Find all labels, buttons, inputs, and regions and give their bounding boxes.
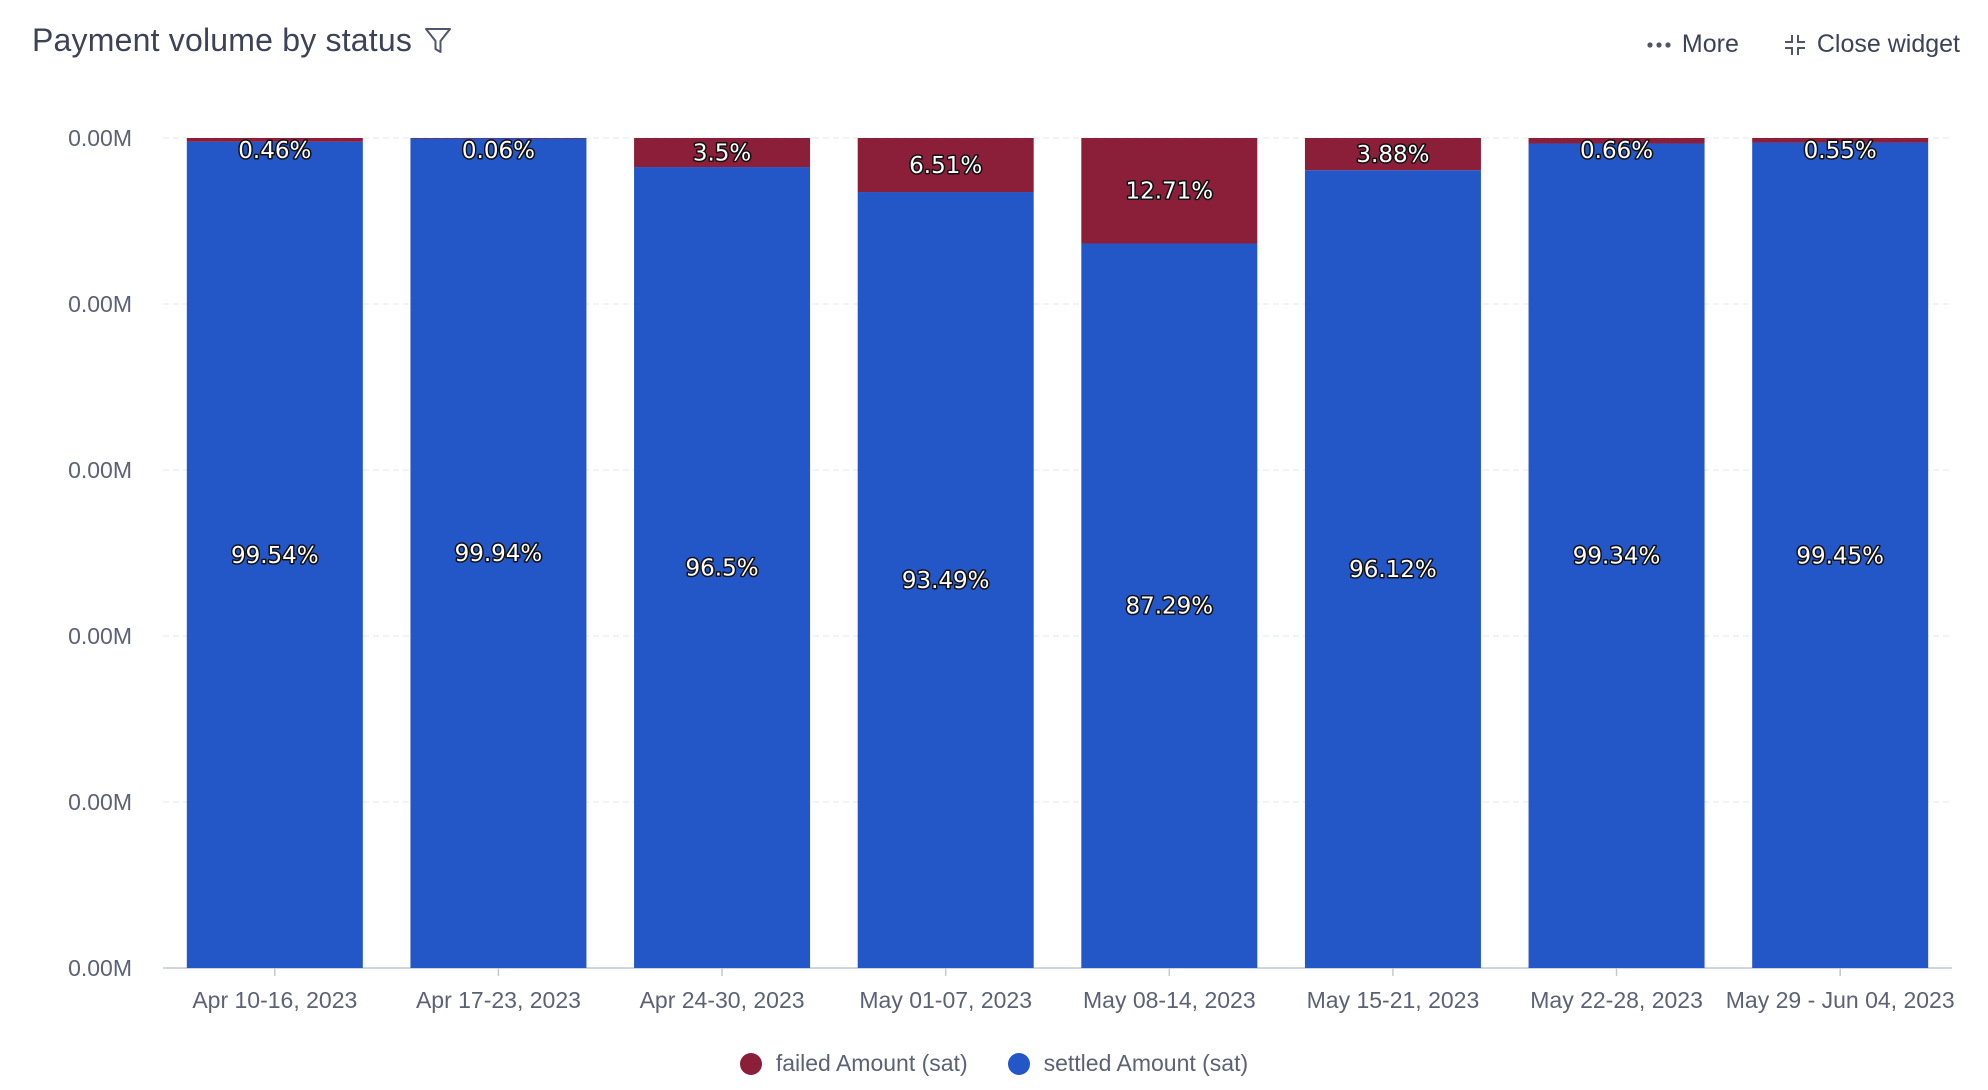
bar-settled[interactable]	[634, 167, 811, 969]
bar-settled[interactable]	[1752, 142, 1929, 968]
y-tick-label: 0.00M	[68, 623, 132, 649]
data-label-settled: 99.54%	[231, 543, 319, 569]
data-label-settled: 99.94%	[455, 541, 543, 567]
x-tick-label: May 08-14, 2023	[1083, 987, 1256, 1013]
legend-item-settled[interactable]: settled Amount (sat)	[1007, 1050, 1249, 1077]
data-label-settled: 96.5%	[686, 556, 759, 582]
x-tick-label: Apr 10-16, 2023	[192, 987, 357, 1013]
bar-failed[interactable]	[857, 138, 1034, 193]
legend-label-settled: settled Amount (sat)	[1043, 1050, 1249, 1076]
x-tick-label: Apr 17-23, 2023	[416, 987, 581, 1013]
data-label-failed: 0.66%	[1580, 138, 1653, 164]
legend-label-failed: failed Amount (sat)	[775, 1050, 968, 1076]
bar-settled[interactable]	[1081, 243, 1258, 969]
data-label-settled: 87.29%	[1125, 594, 1213, 620]
legend-dot-failed	[739, 1052, 762, 1075]
chart-legend: failed Amount (sat) settled Amount (sat)	[0, 1050, 1988, 1077]
data-label-settled: 96.12%	[1349, 557, 1437, 583]
data-label-failed: 6.51%	[909, 153, 982, 179]
header-actions: More Close widget	[1646, 30, 1960, 59]
x-tick-label: Apr 24-30, 2023	[640, 987, 805, 1013]
more-label: More	[1681, 30, 1739, 58]
widget-title: Payment volume by status	[32, 22, 413, 58]
x-tick-label: May 29 - Jun 04, 2023	[1726, 987, 1955, 1013]
x-tick-label: May 01-07, 2023	[859, 987, 1032, 1013]
bar-failed[interactable]	[634, 138, 811, 168]
bar-failed[interactable]	[1752, 138, 1929, 143]
close-widget-button[interactable]: Close widget	[1783, 30, 1960, 59]
data-label-failed: 3.88%	[1356, 142, 1429, 168]
bar-failed[interactable]	[1528, 138, 1705, 144]
data-label-failed: 0.46%	[238, 138, 311, 164]
stacked-bar-chart: 0.00M 0.00M 0.00M 0.00M 0.00M 0.00M Apr 10-16,…	[68, 125, 1955, 1013]
bar-settled[interactable]	[1528, 143, 1705, 968]
x-tick-label: May 15-21, 2023	[1307, 987, 1480, 1013]
widget-header: Payment volume by status More	[0, 0, 1988, 100]
more-button[interactable]: More	[1646, 30, 1739, 59]
bar-settled[interactable]	[857, 192, 1034, 969]
legend-item-failed[interactable]: failed Amount (sat)	[739, 1050, 968, 1077]
y-tick-label: 0.00M	[68, 789, 132, 815]
data-label-failed: 0.55%	[1804, 138, 1877, 164]
bar-failed[interactable]	[1081, 138, 1258, 244]
bar-failed[interactable]	[186, 138, 363, 142]
y-tick-label: 0.00M	[68, 125, 132, 151]
collapse-icon	[1783, 33, 1807, 57]
bar-failed[interactable]	[1304, 138, 1481, 171]
legend-dot-settled	[1007, 1052, 1030, 1075]
y-tick-label: 0.00M	[68, 291, 132, 317]
bar-settled[interactable]	[1304, 170, 1481, 969]
data-label-settled: 99.34%	[1573, 544, 1661, 570]
data-label-failed: 0.06%	[462, 138, 535, 164]
bar-settled[interactable]	[186, 141, 363, 968]
bar-settled[interactable]	[410, 138, 587, 969]
data-label-settled: 99.45%	[1796, 543, 1884, 569]
data-label-failed: 3.5%	[693, 141, 751, 167]
data-label-settled: 93.49%	[902, 568, 990, 594]
data-label-failed: 12.71%	[1125, 179, 1213, 205]
y-tick-label: 0.00M	[68, 457, 132, 483]
more-icon	[1646, 40, 1672, 50]
close-widget-label: Close widget	[1816, 30, 1960, 58]
filter-icon[interactable]	[424, 26, 452, 56]
title-group: Payment volume by status	[32, 22, 452, 59]
x-tick-label: May 22-28, 2023	[1530, 987, 1703, 1013]
y-tick-label: 0.00M	[68, 955, 132, 981]
